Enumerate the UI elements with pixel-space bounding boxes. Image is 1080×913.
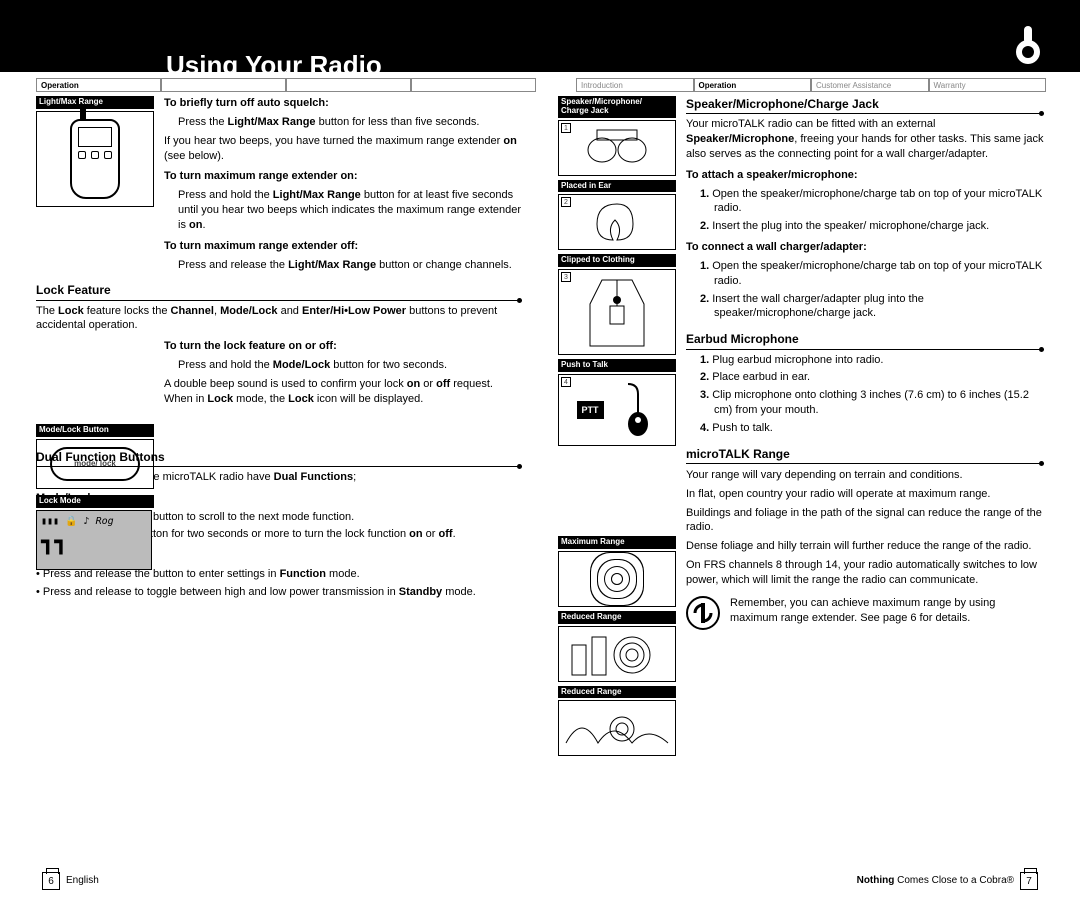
- page-number: 7: [1020, 872, 1038, 890]
- section-heading: Dual Function Buttons: [36, 449, 522, 467]
- body-text: Your microTALK radio can be fitted with …: [686, 117, 1044, 162]
- ptt-badge: PTT: [577, 401, 604, 419]
- figure-mode-lock-button: Mode/Lock Button mode/ lock Lock Mode ▮▮…: [36, 424, 154, 570]
- callout-text: Remember, you can achieve maximum range …: [730, 596, 1044, 626]
- body-text: A double beep sound is used to confirm y…: [164, 377, 522, 407]
- figure-label: Reduced Range: [558, 686, 676, 699]
- page-left: Light/Max Range To briefly turn off auto…: [36, 96, 522, 861]
- page-right: Speaker/Microphone/ Charge Jack 1 Placed…: [558, 96, 1044, 861]
- figure-label: Speaker/Microphone/ Charge Jack: [558, 96, 676, 118]
- nav-bar-left: Operation: [36, 78, 536, 92]
- subhead: To turn maximum range extender on:: [164, 169, 522, 184]
- footer-text: English: [66, 874, 99, 888]
- body-text: Press the Light/Max Range button for les…: [178, 115, 522, 130]
- figure-light-max-range: Light/Max Range: [36, 96, 154, 207]
- footer-text: Nothing Comes Close to a Cobra®: [857, 874, 1014, 888]
- subhead: To turn maximum range extender off:: [164, 239, 522, 254]
- section-heading: Earbud Microphone: [686, 331, 1044, 349]
- figure-label: Maximum Range: [558, 536, 676, 549]
- nav-tab: [161, 78, 286, 92]
- body-text: If you hear two beeps, you have turned t…: [164, 134, 522, 164]
- figure-label: Reduced Range: [558, 611, 676, 624]
- list-item: 2. Insert the wall charger/adapter plug …: [714, 292, 1044, 322]
- body-text: The Lock feature locks the Channel, Mode…: [36, 304, 522, 334]
- figure-label: Push to Talk: [558, 359, 676, 372]
- figure-label: Lock Mode: [36, 495, 154, 508]
- body-text: Your range will vary depending on terrai…: [686, 468, 1044, 483]
- subhead: To attach a speaker/microphone:: [686, 168, 1044, 183]
- cobra-logo-icon: [998, 22, 1042, 66]
- list-item: 3. Clip microphone onto clothing 3 inche…: [714, 388, 1044, 418]
- list-item: 2. Place earbud in ear.: [714, 370, 1044, 385]
- figure-range-group: Maximum Range Reduced Range Reduced Rang…: [558, 536, 676, 756]
- range-callout-icon: [686, 596, 720, 630]
- body-text: Press and release the Light/Max Range bu…: [178, 258, 522, 273]
- page-number: 6: [42, 872, 60, 890]
- list-item: 4. Push to talk.: [714, 421, 1044, 436]
- nav-tab: Warranty: [929, 78, 1047, 92]
- nav-tab: Customer Assistance: [811, 78, 929, 92]
- nav-bar-right: Introduction Operation Customer Assistan…: [576, 78, 1046, 92]
- header-black-bar: [0, 0, 1080, 72]
- section-heading: Lock Feature: [36, 282, 522, 300]
- list-item: 2. Insert the plug into the speaker/ mic…: [714, 219, 1044, 234]
- body-text: Press and hold the Mode/Lock button for …: [178, 358, 522, 373]
- subhead: To briefly turn off auto squelch:: [164, 96, 522, 111]
- nav-tab: [286, 78, 411, 92]
- body-text: Dense foliage and hilly terrain will fur…: [686, 539, 1044, 554]
- section-heading: Speaker/Microphone/Charge Jack: [686, 96, 1044, 114]
- nav-tab: Introduction: [576, 78, 694, 92]
- body-text: Press and hold the Light/Max Range butto…: [178, 188, 522, 233]
- subhead: To connect a wall charger/adapter:: [686, 240, 1044, 255]
- list-item: 1. Open the speaker/microphone/charge ta…: [714, 187, 1044, 217]
- list-item: 1. Plug earbud microphone into radio.: [714, 353, 1044, 368]
- bullet-item: • Press and release to toggle between hi…: [44, 585, 522, 600]
- figure-label: Light/Max Range: [36, 96, 154, 109]
- figure-label: Mode/Lock Button: [36, 424, 154, 437]
- subhead: To turn the lock feature on or off:: [164, 339, 522, 354]
- body-text: Buildings and foliage in the path of the…: [686, 506, 1044, 536]
- nav-tab: Operation: [694, 78, 812, 92]
- section-heading: microTALK Range: [686, 446, 1044, 464]
- figure-speaker-mic-jack: Speaker/Microphone/ Charge Jack 1 Placed…: [558, 96, 676, 446]
- footer-right: Nothing Comes Close to a Cobra® 7: [857, 871, 1044, 891]
- footer-left: 6 English: [36, 871, 99, 891]
- range-callout: Remember, you can achieve maximum range …: [686, 596, 1044, 630]
- lock-mode-lcd-icon: ▮▮▮ 🔒 ♪ Rog┓┓: [36, 510, 152, 570]
- nav-tab: Operation: [36, 78, 161, 92]
- body-text: On FRS channels 8 through 14, your radio…: [686, 558, 1044, 588]
- nav-tab: [411, 78, 536, 92]
- list-item: 1. Open the speaker/microphone/charge ta…: [714, 259, 1044, 289]
- figure-label: Placed in Ear: [558, 180, 676, 193]
- figure-label: Clipped to Clothing: [558, 254, 676, 267]
- body-text: In flat, open country your radio will op…: [686, 487, 1044, 502]
